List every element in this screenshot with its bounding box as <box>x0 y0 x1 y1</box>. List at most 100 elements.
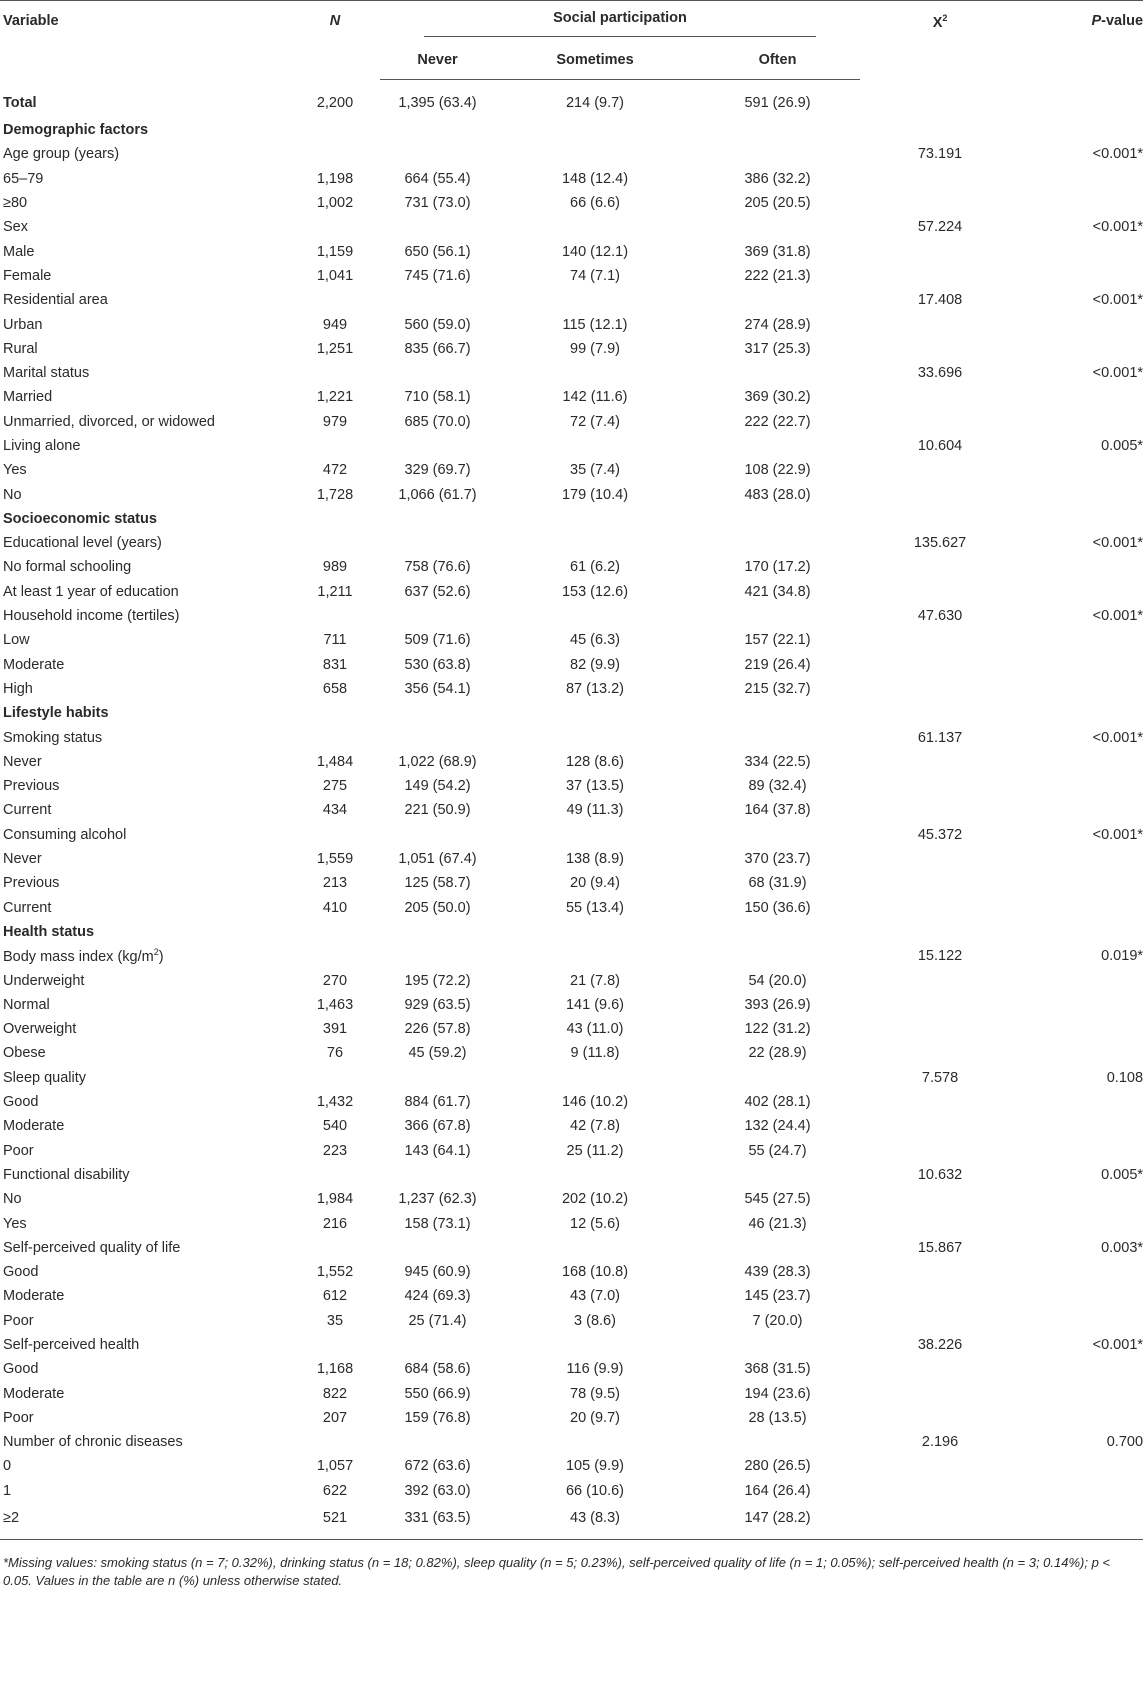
cell-never: 424 (69.3) <box>404 1288 471 1305</box>
cell-sometimes: 140 (12.1) <box>561 243 629 260</box>
cell-never: 1,237 (62.3) <box>398 1191 477 1208</box>
empty-cell <box>860 701 1020 725</box>
cell-x2 <box>860 1138 1020 1162</box>
variable-row: Sex 57.224 <0.001* <box>0 215 1143 239</box>
cell-never: 664 (55.4) <box>404 170 471 187</box>
cell-never <box>380 1430 495 1454</box>
cell-n: 223 <box>322 1142 348 1159</box>
cell-often: 219 (26.4) <box>744 656 811 673</box>
cell-x2 <box>860 239 1020 263</box>
row-label: Underweight <box>3 972 85 989</box>
cell-x2 <box>860 1284 1020 1308</box>
table-footnote: *Missing values: smoking status (n = 7; … <box>3 1554 1111 1588</box>
row-label: Unmarried, divorced, or widowed <box>3 413 215 430</box>
cell-p-value <box>1020 968 1143 992</box>
cell-often: 164 (37.8) <box>744 802 811 819</box>
cell-p-value <box>1020 653 1143 677</box>
cell-p-value: 0.003* <box>1101 1239 1143 1256</box>
cell-sometimes: 37 (13.5) <box>565 778 625 795</box>
cell-n: 1,552 <box>316 1264 354 1281</box>
cell-never: 1,022 (68.9) <box>398 753 477 770</box>
cell-sometimes: 43 (11.0) <box>566 1021 624 1038</box>
cell-n: 822 <box>322 1385 348 1402</box>
cell-never <box>380 823 495 847</box>
variable-row: Smoking status 61.137 <0.001* <box>0 725 1143 749</box>
cell-never <box>380 725 495 749</box>
table-row: Never 1,559 1,051 (67.4) 138 (8.9) 370 (23.7… <box>0 847 1143 871</box>
cell-never <box>380 531 495 555</box>
cell-p-value <box>1020 410 1143 434</box>
header-sometimes: Sometimes <box>495 41 695 80</box>
cell-n: 213 <box>322 875 348 892</box>
cell-n: 1,463 <box>316 996 354 1013</box>
row-label: Self-perceived health <box>3 1336 140 1353</box>
header-p-value: P-value <box>1020 0 1143 80</box>
cell-never: 1,051 (67.4) <box>398 851 477 868</box>
row-label: Moderate <box>3 1118 65 1135</box>
cell-sometimes <box>495 215 695 239</box>
row-label: Current <box>3 899 52 916</box>
cell-p-value <box>1020 191 1143 215</box>
cell-never: 125 (58.7) <box>404 875 471 892</box>
cell-often: 421 (34.8) <box>744 583 811 600</box>
row-label: Rural <box>3 340 38 357</box>
cell-never: 159 (76.8) <box>404 1409 471 1426</box>
cell-sometimes <box>495 1236 695 1260</box>
cell-n <box>290 1236 380 1260</box>
cell-sometimes: 25 (11.2) <box>566 1142 624 1159</box>
cell-sometimes: 3 (8.6) <box>574 1312 616 1329</box>
cell-n: 472 <box>322 462 348 479</box>
cell-never: 745 (71.6) <box>404 267 471 284</box>
row-label: No <box>3 486 22 503</box>
table-row: Urban 949 560 (59.0) 115 (12.1) 274 (28.9) <box>0 312 1143 336</box>
cell-p-value: <0.001* <box>1092 146 1143 163</box>
cell-x2: 61.137 <box>917 729 963 746</box>
cell-n: 1,484 <box>316 753 354 770</box>
cell-p-value <box>1020 1502 1143 1540</box>
empty-cell <box>860 507 1020 531</box>
cell-sometimes: 45 (6.3) <box>570 632 620 649</box>
empty-cell <box>1020 701 1143 725</box>
cell-n: 207 <box>322 1409 348 1426</box>
cell-n: 1,559 <box>316 851 354 868</box>
empty-cell <box>380 701 495 725</box>
table-row: No 1,984 1,237 (62.3) 202 (10.2) 545 (27.5) <box>0 1187 1143 1211</box>
cell-p-value <box>1020 1357 1143 1381</box>
cell-often: 222 (21.3) <box>744 267 811 284</box>
cell-p-value: 0.108 <box>1106 1069 1143 1086</box>
cell-p-value <box>1020 1260 1143 1284</box>
cell-n: 1,159 <box>316 243 354 260</box>
cell-p-value <box>1020 1284 1143 1308</box>
cell-never: 149 (54.2) <box>404 778 471 795</box>
row-label: Marital status <box>3 365 90 382</box>
table-row: ≥80 1,002 731 (73.0) 66 (6.6) 205 (20.5) <box>0 191 1143 215</box>
empty-cell <box>495 701 695 725</box>
table-row: Previous 213 125 (58.7) 20 (9.4) 68 (31.9) <box>0 871 1143 895</box>
cell-often: 386 (32.2) <box>744 170 811 187</box>
row-label: Self-perceived quality of life <box>3 1239 181 1256</box>
cell-n: 1,984 <box>316 1191 354 1208</box>
cell-never <box>380 288 495 312</box>
row-label: 65–79 <box>3 170 44 187</box>
cell-p-value <box>1020 1381 1143 1405</box>
variable-row: Body mass index (kg/m2) 15.122 0.019* <box>0 944 1143 968</box>
cell-often: 280 (26.5) <box>744 1458 811 1475</box>
table-row: Current 434 221 (50.9) 49 (11.3) 164 (37.8) <box>0 798 1143 822</box>
cell-often: 145 (23.7) <box>744 1288 811 1305</box>
cell-often: 122 (31.2) <box>744 1021 811 1038</box>
row-label: Obese <box>3 1045 46 1062</box>
cell-p-value <box>1020 580 1143 604</box>
cell-sometimes <box>495 604 695 628</box>
cell-often: 54 (20.0) <box>748 972 807 989</box>
cell-p-value: <0.001* <box>1092 535 1143 552</box>
cell-p-value <box>1020 458 1143 482</box>
cell-n <box>290 604 380 628</box>
cell-often <box>695 1333 860 1357</box>
empty-cell <box>1020 920 1143 944</box>
row-label: 0 <box>3 1458 12 1475</box>
table-row: Female 1,041 745 (71.6) 74 (7.1) 222 (21.3) <box>0 264 1143 288</box>
row-label: High <box>3 680 33 697</box>
cell-x2 <box>860 1017 1020 1041</box>
cell-often <box>695 725 860 749</box>
cell-sometimes: 66 (10.6) <box>565 1482 625 1499</box>
